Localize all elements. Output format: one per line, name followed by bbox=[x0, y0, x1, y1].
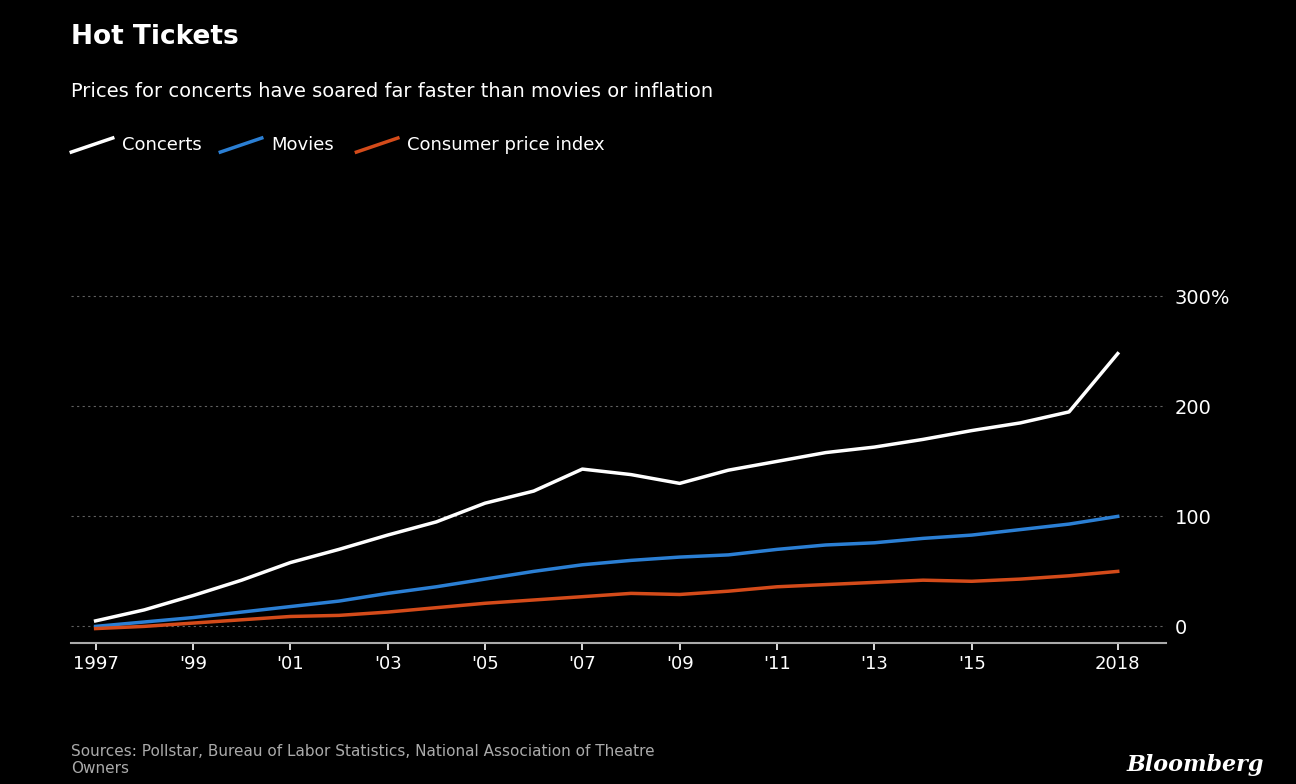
Text: Sources: Pollstar, Bureau of Labor Statistics, National Association of Theatre
O: Sources: Pollstar, Bureau of Labor Stati… bbox=[71, 744, 654, 776]
Text: Movies: Movies bbox=[271, 136, 333, 154]
Text: Concerts: Concerts bbox=[122, 136, 202, 154]
Text: Prices for concerts have soared far faster than movies or inflation: Prices for concerts have soared far fast… bbox=[71, 82, 713, 101]
Text: Hot Tickets: Hot Tickets bbox=[71, 24, 238, 49]
Text: Consumer price index: Consumer price index bbox=[407, 136, 604, 154]
Text: Bloomberg: Bloomberg bbox=[1126, 754, 1264, 776]
